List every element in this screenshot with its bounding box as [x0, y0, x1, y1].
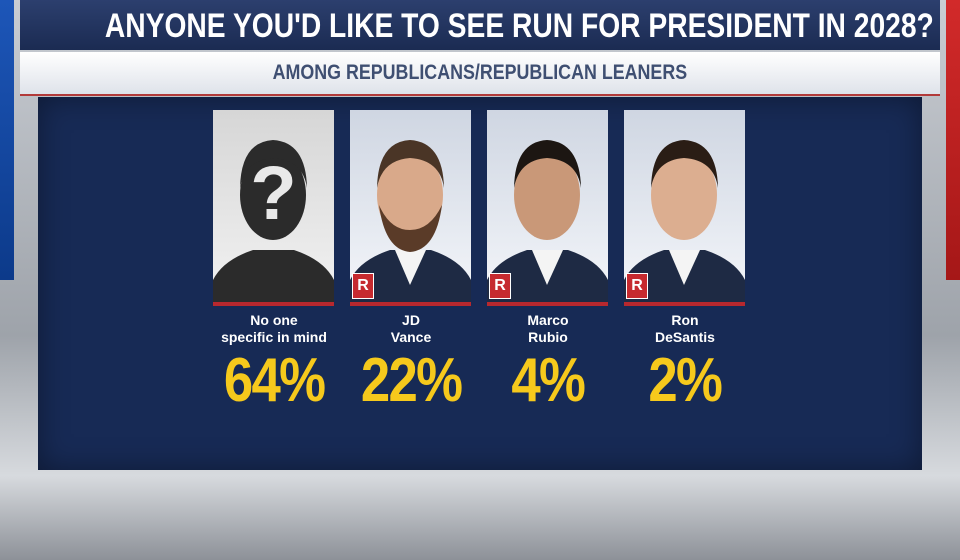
candidate-card: R	[487, 110, 608, 306]
percentage-value: 64%	[223, 346, 326, 415]
silhouette	[624, 140, 745, 302]
party-badge: R	[352, 273, 374, 299]
name-line: Marco	[527, 312, 569, 328]
shape	[651, 150, 717, 240]
title-bar: ANYONE YOU'D LIKE TO SEE RUN FOR PRESIDE…	[20, 0, 940, 50]
name-line: specific in mind	[221, 329, 327, 345]
percentage-value: 4%	[511, 346, 586, 415]
subtitle-bar: AMONG REPUBLICANS/REPUBLICAN LEANERS	[20, 52, 940, 96]
name-line: No one	[250, 312, 298, 328]
candidate-photo: ?	[213, 110, 334, 306]
percentage: 4%	[473, 345, 623, 416]
shape	[532, 250, 563, 285]
name-line: JD	[402, 312, 420, 328]
shape	[395, 250, 426, 285]
name-line: Rubio	[528, 329, 568, 345]
candidate-card: ?	[213, 110, 334, 306]
percentage-value: 2%	[648, 346, 723, 415]
percentage: 22%	[336, 345, 486, 416]
silhouette	[487, 140, 608, 302]
candidate-photo: R	[487, 110, 608, 306]
name-line: DeSantis	[655, 329, 715, 345]
name-line: Vance	[390, 329, 432, 345]
percentage-value: 22%	[360, 346, 463, 415]
shape	[240, 150, 306, 240]
shape	[377, 140, 444, 188]
candidate-photo: R	[350, 110, 471, 306]
panel	[38, 97, 922, 470]
shape	[651, 140, 718, 188]
candidate-card: R	[624, 110, 745, 306]
shape	[514, 140, 581, 188]
title: ANYONE YOU'D LIKE TO SEE RUN FOR PRESIDE…	[104, 7, 934, 45]
shape	[377, 150, 443, 240]
percentage: 2%	[610, 345, 760, 416]
side-bar	[0, 0, 14, 280]
candidate-name: No one specific in mind	[199, 312, 349, 346]
candidate-card: R	[350, 110, 471, 306]
shape	[213, 250, 334, 302]
percentage: 64%	[199, 345, 349, 416]
shape	[669, 250, 700, 285]
silhouette	[350, 140, 471, 302]
shape	[379, 205, 442, 252]
candidate-name: JD Vance	[336, 312, 486, 346]
subtitle: AMONG REPUBLICANS/REPUBLICAN LEANERS	[272, 61, 688, 84]
candidate-name: Marco Rubio	[473, 312, 623, 346]
shape	[240, 140, 307, 188]
silhouette	[213, 140, 334, 302]
question-icon: ?	[250, 151, 297, 236]
candidate-photo: R	[624, 110, 745, 306]
name-line: Ron	[671, 312, 699, 328]
side-bar	[946, 0, 960, 280]
party-badge: R	[626, 273, 648, 299]
shape	[514, 150, 580, 240]
party-badge: R	[489, 273, 511, 299]
candidate-name: Ron DeSantis	[610, 312, 760, 346]
